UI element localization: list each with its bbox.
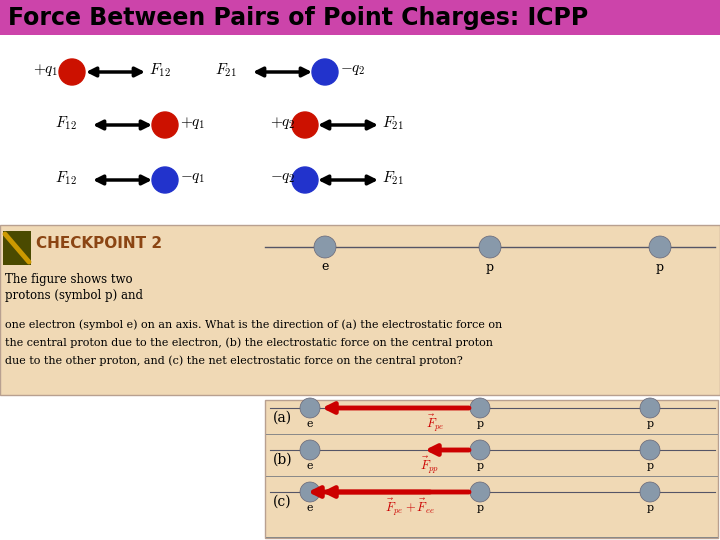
Text: e: e [307, 461, 313, 471]
Text: p: p [477, 419, 484, 429]
Text: one electron (symbol e) on an axis. What is the direction of (a) the electrostat: one electron (symbol e) on an axis. What… [5, 320, 503, 330]
Text: p: p [647, 503, 654, 513]
Circle shape [292, 112, 318, 138]
Circle shape [300, 440, 320, 460]
Text: (c): (c) [273, 495, 292, 509]
Text: protons (symbol p) and: protons (symbol p) and [5, 288, 143, 301]
Circle shape [314, 236, 336, 258]
Text: $-q_1$: $-q_1$ [180, 171, 205, 185]
Text: $+q_2$: $+q_2$ [270, 115, 295, 131]
Bar [0, 0, 720, 35]
Text: $-q_2$: $-q_2$ [270, 171, 295, 185]
Circle shape [640, 398, 660, 418]
Text: (b): (b) [273, 453, 292, 467]
Text: $+q_1$: $+q_1$ [180, 115, 205, 131]
Bar [265, 400, 718, 538]
Text: p: p [656, 260, 664, 273]
Circle shape [640, 440, 660, 460]
Circle shape [300, 482, 320, 502]
Text: CHECKPOINT 2: CHECKPOINT 2 [36, 235, 162, 251]
Circle shape [470, 482, 490, 502]
Text: e: e [307, 503, 313, 513]
Circle shape [479, 236, 501, 258]
Text: e: e [321, 260, 329, 273]
Circle shape [59, 59, 85, 85]
Text: $F_{12}$: $F_{12}$ [55, 114, 77, 132]
Text: p: p [647, 419, 654, 429]
Text: p: p [477, 461, 484, 471]
Circle shape [470, 398, 490, 418]
Text: $F_{21}$: $F_{21}$ [382, 169, 404, 187]
Text: $F_{21}$: $F_{21}$ [382, 114, 404, 132]
Text: p: p [647, 461, 654, 471]
Text: Force Between Pairs of Point Charges: ICPP: Force Between Pairs of Point Charges: IC… [8, 6, 588, 30]
Text: $\vec{F}_{pp}$: $\vec{F}_{pp}$ [420, 455, 440, 476]
Text: the central proton due to the electron, (b) the electrostatic force on the centr: the central proton due to the electron, … [5, 338, 493, 348]
Text: due to the other proton, and (c) the net electrostatic force on the central prot: due to the other proton, and (c) the net… [5, 356, 463, 366]
Text: $\vec{F}_{pe}+\vec{F}_{ee}$: $\vec{F}_{pe}+\vec{F}_{ee}$ [384, 496, 435, 517]
Text: p: p [486, 260, 494, 273]
Bar [3, 231, 31, 265]
Circle shape [312, 59, 338, 85]
Text: $-q_2$: $-q_2$ [340, 63, 366, 77]
Circle shape [300, 398, 320, 418]
Text: $F_{12}$: $F_{12}$ [55, 169, 77, 187]
Circle shape [152, 167, 178, 193]
Text: The figure shows two: The figure shows two [5, 273, 132, 287]
Bar [0, 225, 720, 395]
Text: $\vec{F}_{pe}$: $\vec{F}_{pe}$ [426, 413, 444, 434]
Circle shape [640, 482, 660, 502]
Circle shape [152, 112, 178, 138]
Circle shape [292, 167, 318, 193]
Circle shape [470, 440, 490, 460]
Text: p: p [477, 503, 484, 513]
Text: e: e [307, 419, 313, 429]
Text: $F_{12}$: $F_{12}$ [149, 61, 171, 79]
Circle shape [649, 236, 671, 258]
Text: (a): (a) [273, 411, 292, 425]
Text: $F_{21}$: $F_{21}$ [215, 61, 237, 79]
Text: $+q_1$: $+q_1$ [32, 62, 58, 78]
